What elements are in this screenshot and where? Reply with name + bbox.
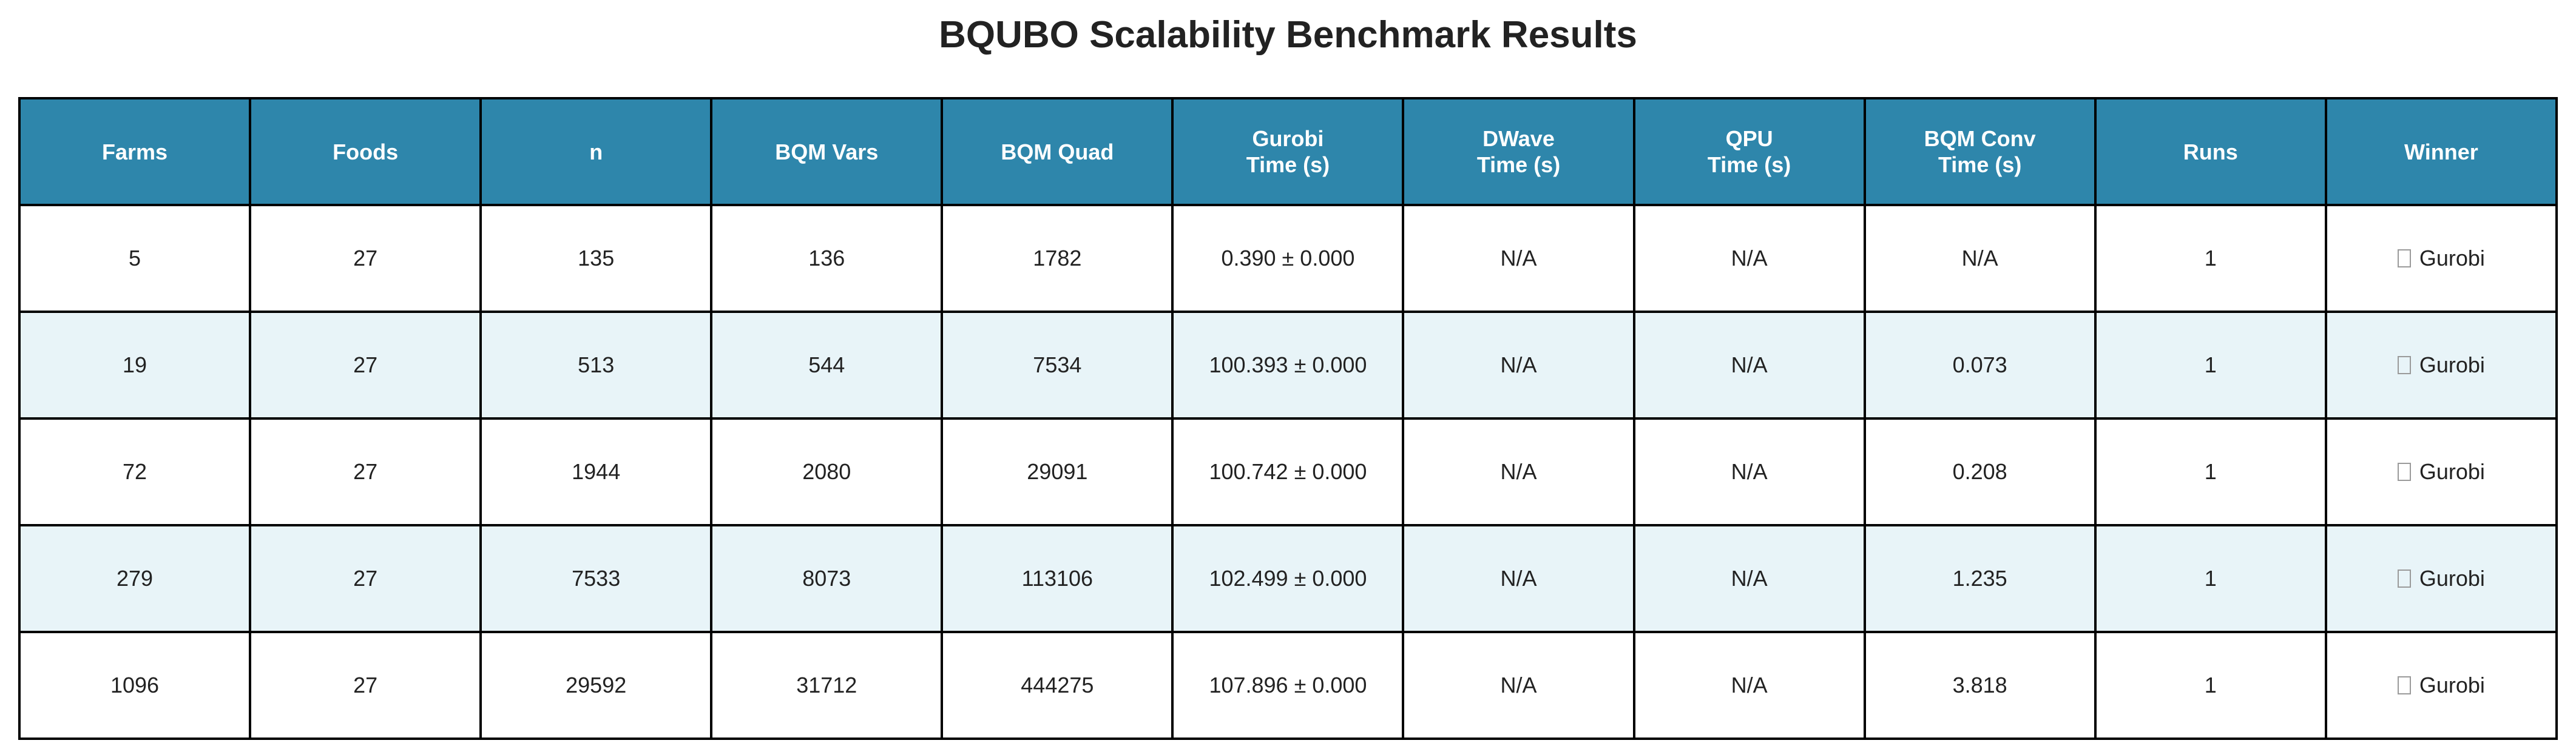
- table-row: 72 27 1944 2080 29091 100.742 ± 0.000 N/A N/A 0.…: [18, 417, 2558, 526]
- winner-label: Gurobi: [2419, 673, 2485, 697]
- table-cell: 7534: [941, 311, 1174, 420]
- table-cell: N/A: [1402, 204, 1635, 313]
- table-cell: 544: [710, 311, 944, 420]
- table-cell: 0.208: [1863, 417, 2097, 526]
- table-cell: 1: [2094, 631, 2327, 740]
- column-header: BQM Vars: [710, 97, 944, 206]
- table-cell: Gurobi: [2324, 417, 2558, 526]
- table-cell: 27: [249, 204, 482, 313]
- table-row: 1096 27 29592 31712 444275 107.896 ± 0.000 N/A…: [18, 631, 2558, 740]
- winner-label: Gurobi: [2419, 459, 2485, 484]
- table-row: 279 27 7533 8073 113106 102.499 ± 0.000 N/A N/A…: [18, 524, 2558, 633]
- table-cell: N/A: [1632, 204, 1866, 313]
- table-cell: 1: [2094, 204, 2327, 313]
- table-cell: 8073: [710, 524, 944, 633]
- table-cell: 1: [2094, 311, 2327, 420]
- table-cell: 5: [18, 204, 252, 313]
- table-cell: N/A: [1402, 524, 1635, 633]
- table-cell: 1.235: [1863, 524, 2097, 633]
- table-cell: N/A: [1863, 204, 2097, 313]
- table-cell: N/A: [1402, 631, 1635, 740]
- column-header: Farms: [18, 97, 252, 206]
- table-cell: 27: [249, 524, 482, 633]
- chart-title: BQUBO Scalability Benchmark Results: [939, 14, 1637, 56]
- table-cell: Gurobi: [2324, 204, 2558, 313]
- table-cell: 279: [18, 524, 252, 633]
- table-cell: 102.499 ± 0.000: [1171, 524, 1405, 633]
- table-cell: 100.393 ± 0.000: [1171, 311, 1405, 420]
- missing-glyph-icon: [2397, 463, 2411, 481]
- table-cell: 31712: [710, 631, 944, 740]
- table-cell: 107.896 ± 0.000: [1171, 631, 1405, 740]
- table-cell: 113106: [941, 524, 1174, 633]
- table-cell: 7533: [479, 524, 713, 633]
- winner-label: Gurobi: [2419, 352, 2485, 377]
- table-cell: Gurobi: [2324, 631, 2558, 740]
- results-table: Farms Foods n BQM Vars BQM Quad Gurobi Time (…: [18, 97, 2558, 740]
- column-header: Foods: [249, 97, 482, 206]
- table-cell: N/A: [1632, 311, 1866, 420]
- table-cell: 27: [249, 631, 482, 740]
- missing-glyph-icon: [2397, 249, 2411, 267]
- table-cell: 27: [249, 311, 482, 420]
- table-cell: 1: [2094, 417, 2327, 526]
- column-header: n: [479, 97, 713, 206]
- column-header: BQM Conv Time (s): [1863, 97, 2097, 206]
- table-cell: Gurobi: [2324, 524, 2558, 633]
- table-cell: 513: [479, 311, 713, 420]
- table-cell: 0.073: [1863, 311, 2097, 420]
- table-cell: 100.742 ± 0.000: [1171, 417, 1405, 526]
- table-cell: 1: [2094, 524, 2327, 633]
- table-cell: N/A: [1402, 417, 1635, 526]
- table-cell: Gurobi: [2324, 311, 2558, 420]
- table-cell: 1096: [18, 631, 252, 740]
- winner-label: Gurobi: [2419, 246, 2485, 271]
- table-cell: 444275: [941, 631, 1174, 740]
- table-cell: 136: [710, 204, 944, 313]
- table-row: 5 27 135 136 1782 0.390 ± 0.000 N/A N/A N/A 1 Guro…: [18, 204, 2558, 313]
- missing-glyph-icon: [2397, 676, 2411, 694]
- table-cell: N/A: [1632, 524, 1866, 633]
- column-header: BQM Quad: [941, 97, 1174, 206]
- missing-glyph-icon: [2397, 356, 2411, 374]
- table-cell: 135: [479, 204, 713, 313]
- header-row: Farms Foods n BQM Vars BQM Quad Gurobi Time (…: [18, 97, 2558, 206]
- column-header: DWave Time (s): [1402, 97, 1635, 206]
- winner-label: Gurobi: [2419, 566, 2485, 591]
- table-cell: 27: [249, 417, 482, 526]
- table-cell: 2080: [710, 417, 944, 526]
- missing-glyph-icon: [2397, 570, 2411, 588]
- table-cell: 3.818: [1863, 631, 2097, 740]
- table-cell: 29091: [941, 417, 1174, 526]
- table-cell: 29592: [479, 631, 713, 740]
- table-cell: 72: [18, 417, 252, 526]
- column-header: QPU Time (s): [1632, 97, 1866, 206]
- column-header: Gurobi Time (s): [1171, 97, 1405, 206]
- table-cell: 19: [18, 311, 252, 420]
- table-cell: N/A: [1402, 311, 1635, 420]
- table-cell: N/A: [1632, 631, 1866, 740]
- table-body: 5 27 135 136 1782 0.390 ± 0.000 N/A N/A N/A 1 Guro…: [18, 204, 2558, 740]
- table-cell: 0.390 ± 0.000: [1171, 204, 1405, 313]
- table-cell: 1944: [479, 417, 713, 526]
- column-header: Runs: [2094, 97, 2327, 206]
- table-cell: 1782: [941, 204, 1174, 313]
- table-row: 19 27 513 544 7534 100.393 ± 0.000 N/A N/A 0.073…: [18, 311, 2558, 420]
- column-header: Winner: [2324, 97, 2558, 206]
- table-cell: N/A: [1632, 417, 1866, 526]
